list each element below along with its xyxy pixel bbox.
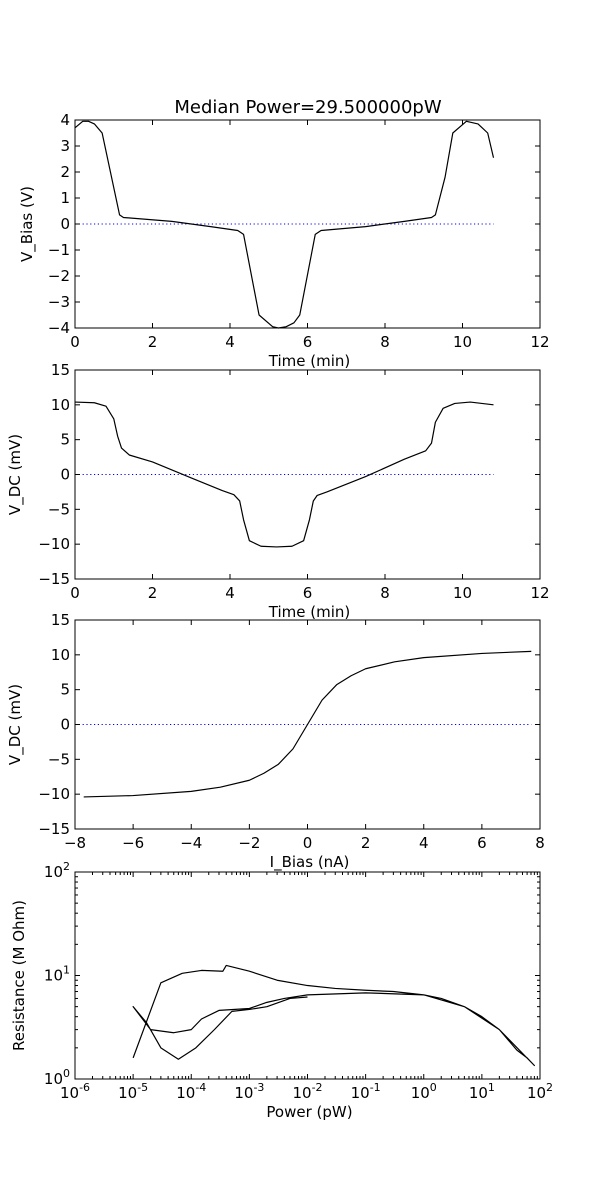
x-tick-label: 6 <box>303 333 313 351</box>
x-tick-label: 6 <box>477 834 487 852</box>
x-tick-label: 0 <box>70 333 80 351</box>
x-tick-label: 8 <box>380 584 390 602</box>
chart-panel-4: 10-6 10-5 10-4 10-3 10-2 10-1 100 101 102 102 101 1… <box>10 860 553 1121</box>
y-axis-label: V_DC (mV) <box>6 434 25 515</box>
series-line-1 <box>74 401 494 548</box>
x-tick-label: −2 <box>238 834 260 852</box>
x-tick-label: 6 <box>303 584 313 602</box>
x-tick-label: 2 <box>148 584 158 602</box>
x-tick-label: 10-5 <box>118 1081 148 1102</box>
y-tick-label: 0 <box>60 716 70 734</box>
y-tick-label: 4 <box>60 111 70 129</box>
x-tick-label: −8 <box>64 834 86 852</box>
x-tick-label: 10-1 <box>351 1081 381 1102</box>
series-line-1 <box>132 964 535 1067</box>
y-tick-label: −4 <box>48 319 70 337</box>
chart-panel-2: 0 2 4 6 8 10 12 15 10 5 0 −5 −10 −15 Time (min) V_DC (m… <box>6 361 550 621</box>
y-axis-label: V_Bias (V) <box>18 186 37 262</box>
x-axis-label: Time (min) <box>268 603 350 621</box>
x-tick-label: 4 <box>419 834 429 852</box>
y-tick-label: −10 <box>38 785 70 803</box>
x-tick-label: 10-4 <box>176 1081 206 1102</box>
x-tick-label: 101 <box>469 1081 495 1102</box>
y-tick-label: −2 <box>48 267 70 285</box>
x-tick-label: 2 <box>361 834 371 852</box>
y-axis-label: Resistance (M Ohm) <box>10 900 28 1051</box>
x-tick-label: 2 <box>148 333 158 351</box>
y-tick-label: 5 <box>60 431 70 449</box>
series-line-1 <box>74 120 495 329</box>
y-tick-label: 0 <box>60 215 70 233</box>
chart-panel-3: −8 −6 −4 −2 0 2 4 6 8 15 10 5 0 −5 −10 −15 I_Bias (nA) V_… <box>6 611 545 872</box>
y-tick-label: 100 <box>44 1067 70 1088</box>
y-tick-label: −5 <box>48 500 70 518</box>
y-tick-label: −5 <box>48 750 70 768</box>
x-tick-label: 0 <box>303 834 313 852</box>
x-axis-label: I_Bias (nA) <box>270 853 350 872</box>
series-line-1 <box>83 650 532 798</box>
x-tick-label: 10 <box>453 333 472 351</box>
x-tick-label: 8 <box>380 333 390 351</box>
y-tick-label: 10 <box>51 646 70 664</box>
y-tick-label: 15 <box>51 611 70 629</box>
y-tick-label: 0 <box>60 466 70 484</box>
x-tick-label: 12 <box>530 333 549 351</box>
x-tick-label: 100 <box>411 1081 437 1102</box>
y-tick-label: 3 <box>60 137 70 155</box>
x-tick-label: 10-2 <box>292 1081 322 1102</box>
x-tick-label: 10 <box>453 584 472 602</box>
x-tick-label: 8 <box>535 834 545 852</box>
y-tick-label: 2 <box>60 163 70 181</box>
x-tick-label: 102 <box>527 1081 553 1102</box>
y-tick-label: 1 <box>60 189 70 207</box>
y-axis-label: V_DC (mV) <box>6 684 25 765</box>
figure-title: Median Power=29.500000pW <box>174 97 441 118</box>
x-tick-label: 0 <box>70 584 80 602</box>
x-tick-label: 10-6 <box>60 1081 90 1102</box>
x-tick-label: −4 <box>180 834 202 852</box>
y-tick-label: 102 <box>44 860 70 881</box>
y-tick-label: −15 <box>38 570 70 588</box>
x-tick-label: −6 <box>122 834 144 852</box>
y-tick-label: −10 <box>38 535 70 553</box>
y-tick-label: −3 <box>48 293 70 311</box>
y-tick-label: 10 <box>51 396 70 414</box>
x-axis-label: Time (min) <box>268 352 350 370</box>
x-tick-label: 12 <box>530 584 549 602</box>
y-tick-label: −15 <box>38 820 70 838</box>
x-axis-label: Power (pW) <box>266 1103 352 1121</box>
x-tick-label: 4 <box>225 333 235 351</box>
y-tick-label: 15 <box>51 361 70 379</box>
y-tick-label: 101 <box>44 964 70 985</box>
x-tick-label: 10-3 <box>234 1081 264 1102</box>
y-tick-label: −1 <box>48 241 70 259</box>
y-tick-label: 5 <box>60 681 70 699</box>
x-tick-label: 4 <box>225 584 235 602</box>
